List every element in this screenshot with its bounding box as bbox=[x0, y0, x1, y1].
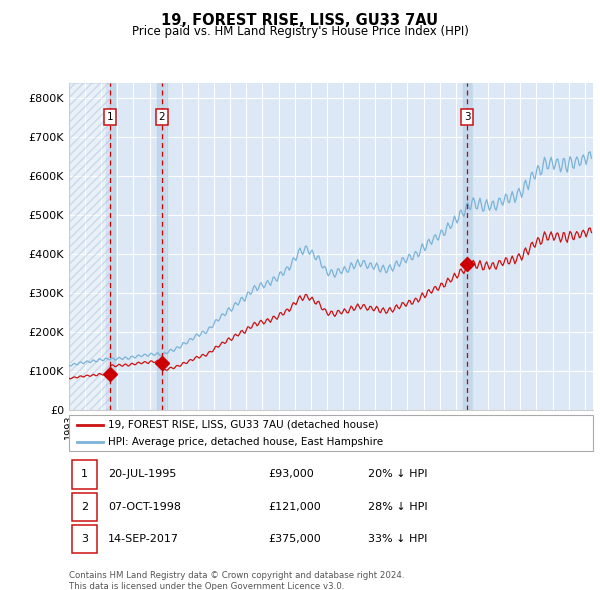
Text: 3: 3 bbox=[464, 112, 470, 122]
Text: Contains HM Land Registry data © Crown copyright and database right 2024.
This d: Contains HM Land Registry data © Crown c… bbox=[69, 571, 404, 590]
Text: £121,000: £121,000 bbox=[268, 502, 321, 512]
Text: 33% ↓ HPI: 33% ↓ HPI bbox=[368, 535, 427, 545]
Text: Price paid vs. HM Land Registry's House Price Index (HPI): Price paid vs. HM Land Registry's House … bbox=[131, 25, 469, 38]
Text: 19, FOREST RISE, LISS, GU33 7AU (detached house): 19, FOREST RISE, LISS, GU33 7AU (detache… bbox=[108, 419, 379, 430]
Text: £93,000: £93,000 bbox=[268, 469, 314, 479]
Bar bbox=[157, 83, 167, 410]
FancyBboxPatch shape bbox=[69, 415, 593, 451]
Text: 1: 1 bbox=[107, 112, 113, 122]
Text: 1: 1 bbox=[80, 469, 88, 479]
Text: 28% ↓ HPI: 28% ↓ HPI bbox=[368, 502, 427, 512]
Bar bbox=[69, 83, 110, 410]
Text: 3: 3 bbox=[80, 535, 88, 545]
Text: £375,000: £375,000 bbox=[268, 535, 321, 545]
Text: 07-OCT-1998: 07-OCT-1998 bbox=[108, 502, 181, 512]
Text: 2: 2 bbox=[158, 112, 166, 122]
FancyBboxPatch shape bbox=[71, 493, 97, 521]
Text: 14-SEP-2017: 14-SEP-2017 bbox=[108, 535, 179, 545]
FancyBboxPatch shape bbox=[71, 460, 97, 489]
Text: 19, FOREST RISE, LISS, GU33 7AU: 19, FOREST RISE, LISS, GU33 7AU bbox=[161, 13, 439, 28]
Bar bbox=[463, 83, 472, 410]
Text: 2: 2 bbox=[80, 502, 88, 512]
Text: 20% ↓ HPI: 20% ↓ HPI bbox=[368, 469, 427, 479]
Bar bbox=[106, 83, 115, 410]
FancyBboxPatch shape bbox=[71, 525, 97, 553]
Text: 20-JUL-1995: 20-JUL-1995 bbox=[108, 469, 176, 479]
Text: HPI: Average price, detached house, East Hampshire: HPI: Average price, detached house, East… bbox=[108, 437, 383, 447]
